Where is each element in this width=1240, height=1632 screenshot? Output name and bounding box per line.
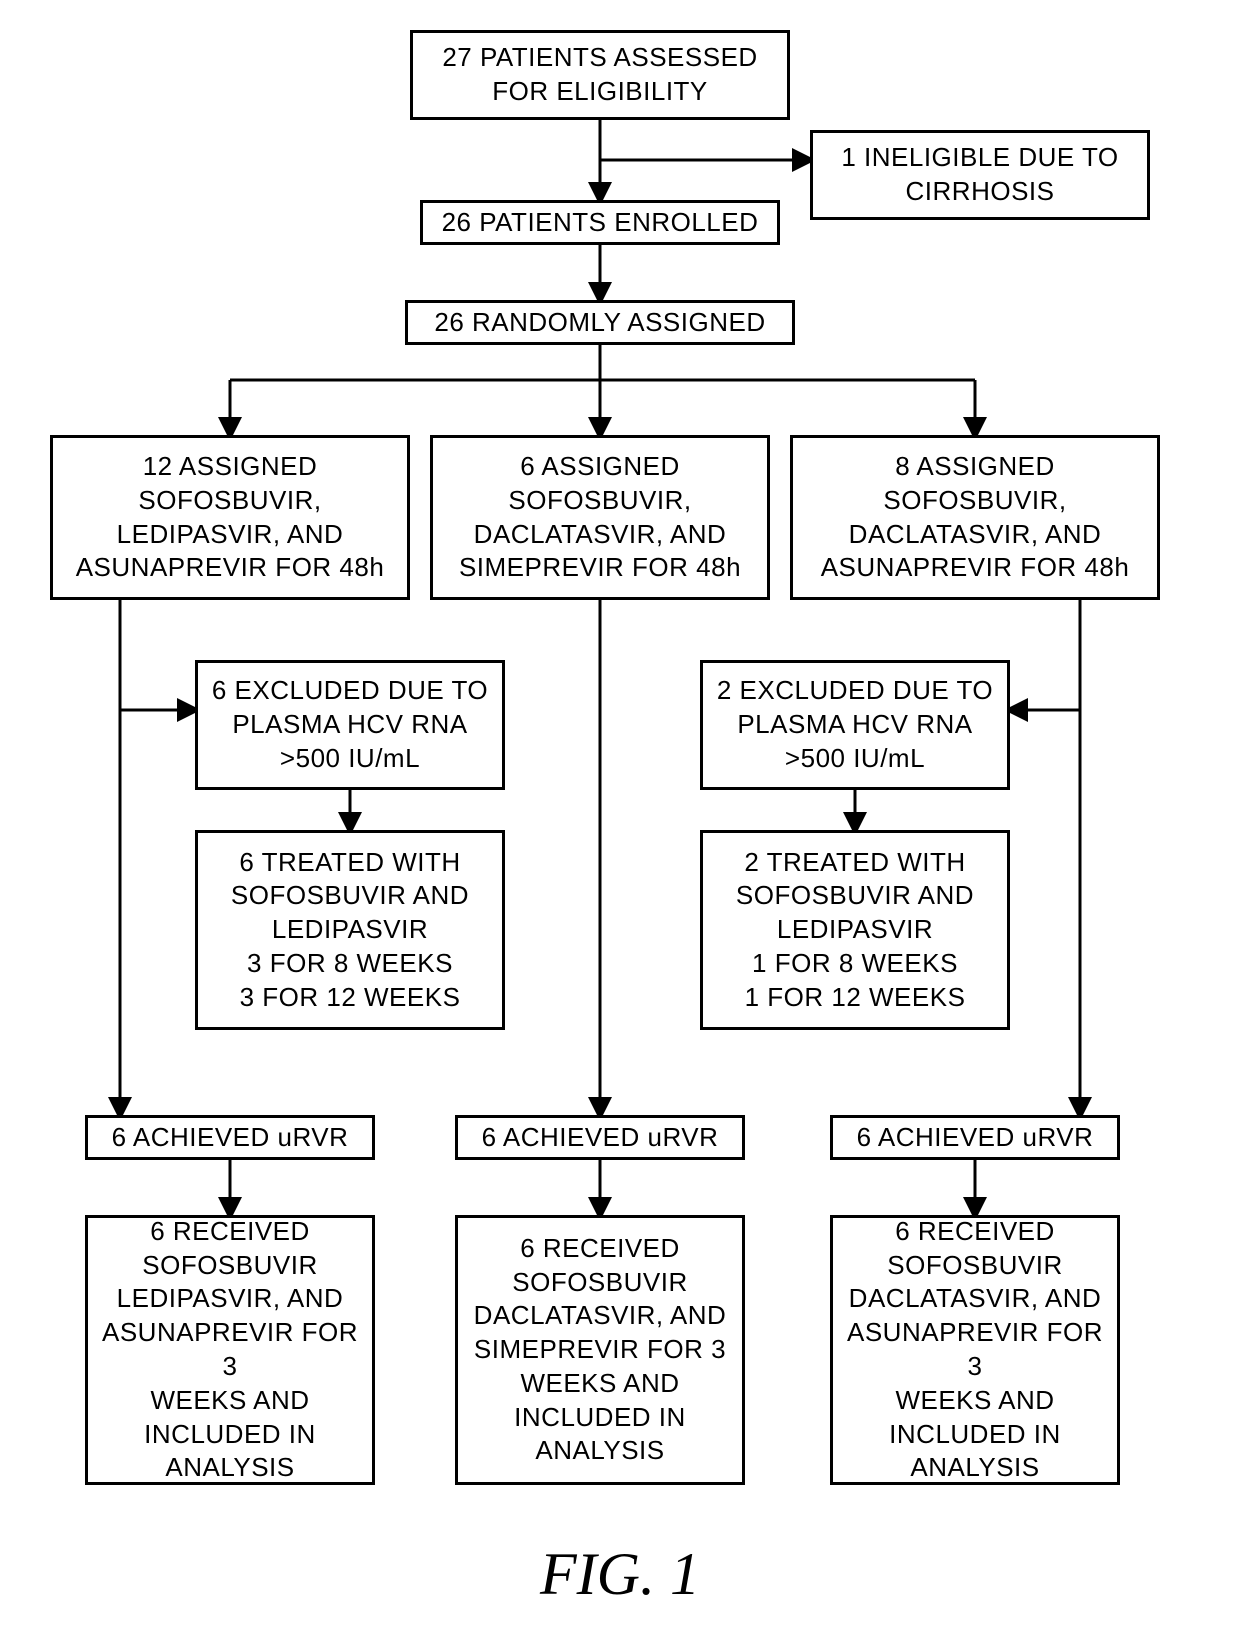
figure-label: FIG. 1	[0, 1540, 1240, 1609]
node-text: 2 EXCLUDED DUE TO PLASMA HCV RNA >500 IU…	[717, 674, 993, 775]
node-received-c: 6 RECEIVED SOFOSBUVIR DACLATASVIR, AND A…	[830, 1215, 1120, 1485]
node-text: 6 RECEIVED SOFOSBUVIR LEDIPASVIR, AND AS…	[96, 1215, 364, 1485]
node-text: 6 EXCLUDED DUE TO PLASMA HCV RNA >500 IU…	[212, 674, 488, 775]
node-received-b: 6 RECEIVED SOFOSBUVIR DACLATASVIR, AND S…	[455, 1215, 745, 1485]
node-treated-a: 6 TREATED WITH SOFOSBUVIR AND LEDIPASVIR…	[195, 830, 505, 1030]
node-excluded-c: 2 EXCLUDED DUE TO PLASMA HCV RNA >500 IU…	[700, 660, 1010, 790]
node-assessed: 27 PATIENTS ASSESSED FOR ELIGIBILITY	[410, 30, 790, 120]
node-text: 6 ACHIEVED uRVR	[112, 1121, 349, 1155]
node-treated-c: 2 TREATED WITH SOFOSBUVIR AND LEDIPASVIR…	[700, 830, 1010, 1030]
node-text: 2 TREATED WITH SOFOSBUVIR AND LEDIPASVIR…	[736, 846, 974, 1015]
node-text: 12 ASSIGNED SOFOSBUVIR, LEDIPASVIR, AND …	[61, 450, 399, 585]
node-text: 6 ASSIGNED SOFOSBUVIR, DACLATASVIR, AND …	[441, 450, 759, 585]
node-urvr-b: 6 ACHIEVED uRVR	[455, 1115, 745, 1160]
node-received-a: 6 RECEIVED SOFOSBUVIR LEDIPASVIR, AND AS…	[85, 1215, 375, 1485]
node-text: 26 RANDOMLY ASSIGNED	[434, 306, 765, 340]
node-text: 6 RECEIVED SOFOSBUVIR DACLATASVIR, AND A…	[841, 1215, 1109, 1485]
node-excluded-a: 6 EXCLUDED DUE TO PLASMA HCV RNA >500 IU…	[195, 660, 505, 790]
node-text: 6 RECEIVED SOFOSBUVIR DACLATASVIR, AND S…	[474, 1232, 727, 1469]
node-text: 6 TREATED WITH SOFOSBUVIR AND LEDIPASVIR…	[231, 846, 469, 1015]
node-arm-b: 6 ASSIGNED SOFOSBUVIR, DACLATASVIR, AND …	[430, 435, 770, 600]
node-enrolled: 26 PATIENTS ENROLLED	[420, 200, 780, 245]
node-urvr-a: 6 ACHIEVED uRVR	[85, 1115, 375, 1160]
node-urvr-c: 6 ACHIEVED uRVR	[830, 1115, 1120, 1160]
node-text: 26 PATIENTS ENROLLED	[442, 206, 759, 240]
node-text: 6 ACHIEVED uRVR	[482, 1121, 719, 1155]
node-text: 6 ACHIEVED uRVR	[857, 1121, 1094, 1155]
flowchart-canvas: 27 PATIENTS ASSESSED FOR ELIGIBILITY 1 I…	[0, 0, 1240, 1632]
node-text: 27 PATIENTS ASSESSED FOR ELIGIBILITY	[442, 41, 757, 109]
node-text: 8 ASSIGNED SOFOSBUVIR, DACLATASVIR, AND …	[801, 450, 1149, 585]
node-text: 1 INELIGIBLE DUE TO CIRRHOSIS	[841, 141, 1118, 209]
node-arm-c: 8 ASSIGNED SOFOSBUVIR, DACLATASVIR, AND …	[790, 435, 1160, 600]
node-arm-a: 12 ASSIGNED SOFOSBUVIR, LEDIPASVIR, AND …	[50, 435, 410, 600]
node-randomly-assigned: 26 RANDOMLY ASSIGNED	[405, 300, 795, 345]
node-ineligible: 1 INELIGIBLE DUE TO CIRRHOSIS	[810, 130, 1150, 220]
